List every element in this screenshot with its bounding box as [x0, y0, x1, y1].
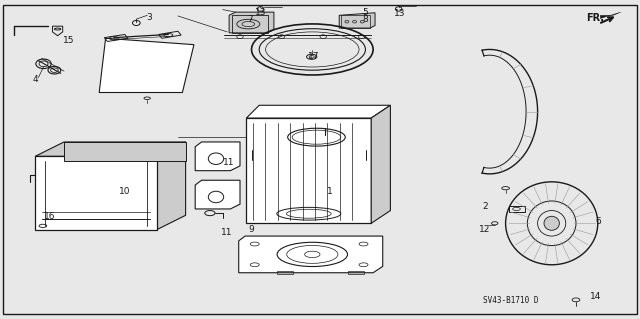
Text: FR.: FR.: [586, 12, 604, 23]
Polygon shape: [339, 13, 375, 28]
Polygon shape: [99, 38, 194, 93]
Polygon shape: [157, 142, 186, 230]
Text: 11: 11: [221, 228, 233, 237]
Text: 2: 2: [483, 202, 488, 211]
Bar: [509, 206, 525, 212]
Bar: [341, 15, 370, 28]
Text: 11: 11: [223, 158, 235, 167]
Polygon shape: [35, 142, 186, 156]
Text: 15: 15: [63, 36, 75, 45]
Polygon shape: [64, 142, 186, 161]
Polygon shape: [371, 105, 390, 223]
Ellipse shape: [544, 216, 559, 230]
Polygon shape: [229, 12, 274, 33]
Text: 13: 13: [255, 8, 267, 17]
Text: SV43-B1710 D: SV43-B1710 D: [483, 296, 539, 305]
Text: 5: 5: [362, 8, 367, 17]
Polygon shape: [246, 105, 390, 118]
Text: 1: 1: [327, 187, 332, 196]
Bar: [277, 271, 293, 274]
Polygon shape: [195, 180, 240, 209]
Polygon shape: [195, 142, 240, 171]
Text: 4: 4: [33, 75, 38, 84]
Bar: [232, 15, 268, 33]
Text: 17: 17: [308, 52, 319, 61]
Bar: [348, 271, 364, 274]
Text: 14: 14: [589, 292, 601, 301]
Polygon shape: [600, 12, 621, 19]
Text: 8: 8: [362, 15, 367, 24]
Text: 7: 7: [247, 15, 252, 24]
Text: 10: 10: [119, 187, 131, 196]
Text: 13: 13: [394, 9, 406, 18]
Text: 3: 3: [147, 13, 152, 22]
Polygon shape: [239, 236, 383, 273]
Text: 16: 16: [44, 212, 56, 221]
Polygon shape: [35, 156, 157, 230]
Text: 12: 12: [479, 225, 490, 234]
Text: 9: 9: [249, 225, 254, 234]
Text: 6: 6: [596, 217, 601, 226]
Polygon shape: [246, 118, 371, 223]
